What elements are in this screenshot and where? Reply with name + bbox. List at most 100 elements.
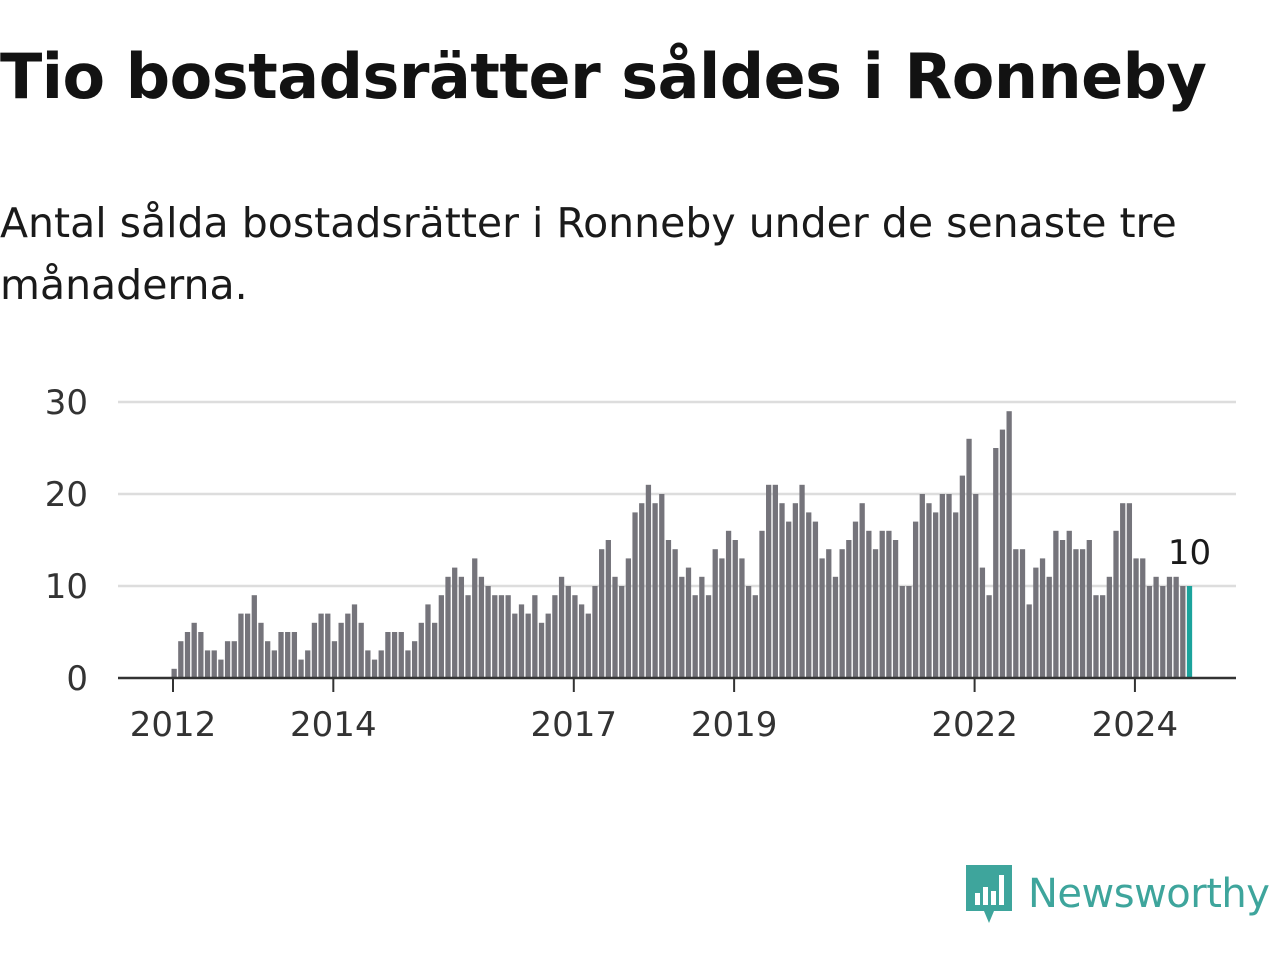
- bar: [1059, 540, 1066, 678]
- bar: [465, 595, 471, 678]
- bar: [518, 604, 525, 678]
- bar: [866, 530, 872, 678]
- bar: [886, 530, 892, 678]
- bar: [1039, 558, 1046, 678]
- bar: [852, 521, 859, 678]
- bar: [926, 503, 932, 678]
- bar: [799, 484, 805, 678]
- bar: [685, 567, 692, 678]
- bar: [839, 549, 845, 678]
- bar: [993, 448, 999, 678]
- bar: [1153, 576, 1159, 678]
- bar: [358, 622, 364, 678]
- bar: [745, 586, 752, 678]
- bar: [458, 576, 465, 678]
- bar: [191, 622, 197, 678]
- page-subtitle: Antal sålda bostadsrätter i Ronneby unde…: [0, 199, 1177, 309]
- bar: [425, 604, 431, 678]
- bar: [224, 641, 231, 678]
- bar: [452, 567, 458, 678]
- bar: [592, 586, 598, 678]
- bar: [298, 659, 304, 678]
- bar: [639, 503, 645, 678]
- bar: [1180, 586, 1186, 678]
- bar: [625, 558, 632, 678]
- bar: [365, 650, 371, 678]
- bar: [184, 632, 191, 678]
- bar: [599, 549, 605, 678]
- bar: [505, 595, 511, 678]
- bar: [719, 558, 725, 678]
- bar: [973, 494, 979, 678]
- bar: [271, 650, 277, 678]
- bar: [1146, 586, 1153, 678]
- bars: [171, 411, 1193, 678]
- bar: [438, 595, 444, 678]
- bar: [1126, 503, 1133, 678]
- bar: [672, 549, 678, 678]
- bar: [265, 641, 271, 678]
- bar: [305, 650, 311, 678]
- bar: [411, 641, 418, 678]
- bar: [285, 632, 291, 678]
- bar: [478, 576, 485, 678]
- bar: [732, 540, 738, 678]
- bar: [1026, 604, 1032, 678]
- bar: [999, 429, 1006, 678]
- bar: [892, 540, 899, 678]
- x-tick-label-2024: 2024: [1092, 705, 1179, 745]
- bar: [819, 558, 825, 678]
- y-tick-label-10: 10: [45, 567, 88, 607]
- bar: [472, 558, 478, 678]
- bar: [218, 659, 224, 678]
- bar: [986, 595, 992, 678]
- y-tick-label-20: 20: [45, 475, 88, 515]
- bar: [899, 586, 905, 678]
- bar: [959, 475, 966, 678]
- bar: [705, 595, 712, 678]
- bar: [1053, 530, 1059, 678]
- bar: [659, 494, 665, 678]
- bar: [405, 650, 411, 678]
- bar: [1133, 558, 1139, 678]
- bar: [832, 576, 839, 678]
- bar: [291, 632, 298, 678]
- bar: [652, 503, 658, 678]
- bar: [1093, 595, 1099, 678]
- bar: [812, 521, 819, 678]
- axes: [118, 676, 1236, 692]
- bar: [933, 512, 939, 678]
- bar: [538, 622, 545, 678]
- bar: [939, 494, 945, 678]
- bar: [211, 650, 217, 678]
- bar: [953, 512, 959, 678]
- bar: [725, 530, 732, 678]
- bar: [1006, 411, 1012, 678]
- y-tick-label-0: 0: [66, 659, 88, 699]
- bar: [879, 530, 885, 678]
- bar: [792, 503, 799, 678]
- bar: [204, 650, 211, 678]
- bar: [445, 576, 451, 678]
- bar: [338, 622, 344, 678]
- bar: [345, 613, 351, 678]
- bar: [619, 586, 625, 678]
- bar: [826, 549, 832, 678]
- bar: [1166, 576, 1173, 678]
- bar: [378, 650, 384, 678]
- bar: [318, 613, 324, 678]
- bar: [1113, 530, 1119, 678]
- bar: [432, 622, 438, 678]
- bar: [806, 512, 812, 678]
- bar: [772, 484, 778, 678]
- bar: [779, 503, 785, 678]
- bar: [525, 613, 531, 678]
- bar: [752, 595, 758, 678]
- bar: [846, 540, 852, 678]
- bar: [1013, 549, 1019, 678]
- bar: [238, 613, 244, 678]
- bar: [331, 641, 338, 678]
- bar: [244, 613, 251, 678]
- brand: Newsworthy: [964, 862, 1270, 926]
- bar: [946, 494, 952, 678]
